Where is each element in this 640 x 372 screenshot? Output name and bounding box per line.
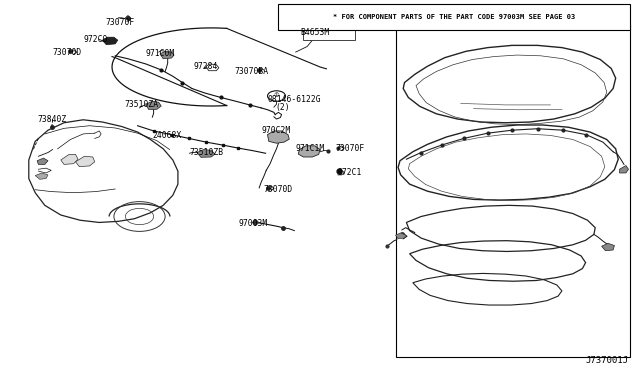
Text: 73510ZA: 73510ZA: [125, 100, 159, 109]
Text: B4653M: B4653M: [301, 28, 330, 37]
Text: 970C2M: 970C2M: [261, 126, 291, 135]
Text: 972C1: 972C1: [337, 169, 362, 177]
Polygon shape: [35, 173, 48, 179]
Polygon shape: [396, 233, 406, 239]
Bar: [278, 4, 630, 30]
Polygon shape: [602, 243, 614, 251]
Text: 08146-6122G: 08146-6122G: [268, 95, 321, 104]
Polygon shape: [102, 37, 118, 45]
Text: 97003M: 97003M: [238, 219, 268, 228]
Text: (2): (2): [275, 103, 290, 112]
Text: 73070F: 73070F: [106, 18, 135, 27]
Polygon shape: [37, 158, 48, 164]
Polygon shape: [160, 51, 174, 59]
Text: 73070D: 73070D: [52, 48, 82, 57]
Text: 971C0M: 971C0M: [146, 49, 175, 58]
Text: 73510ZB: 73510ZB: [189, 148, 223, 157]
Bar: [396, 24, 630, 357]
Polygon shape: [268, 131, 289, 143]
Text: 24068X: 24068X: [152, 131, 182, 140]
Text: 971C1M: 971C1M: [296, 144, 325, 153]
Polygon shape: [76, 156, 95, 167]
Text: 73840Z: 73840Z: [37, 115, 67, 124]
Polygon shape: [61, 154, 78, 164]
Polygon shape: [298, 146, 320, 157]
Text: 97284: 97284: [193, 62, 218, 71]
Text: * FOR COMPONENT PARTS OF THE PART CODE 97003M SEE PAGE 03: * FOR COMPONENT PARTS OF THE PART CODE 9…: [333, 14, 575, 20]
Bar: [303, 28, 355, 40]
Text: 972C0: 972C0: [83, 35, 108, 44]
Polygon shape: [146, 101, 161, 109]
Polygon shape: [620, 166, 628, 173]
Text: 73070D: 73070D: [264, 185, 293, 194]
Text: ①: ①: [274, 93, 279, 99]
Text: 73070BA: 73070BA: [234, 67, 268, 76]
Text: 73070F: 73070F: [335, 144, 365, 153]
Text: J737001J: J737001J: [586, 356, 628, 365]
Polygon shape: [197, 150, 215, 157]
